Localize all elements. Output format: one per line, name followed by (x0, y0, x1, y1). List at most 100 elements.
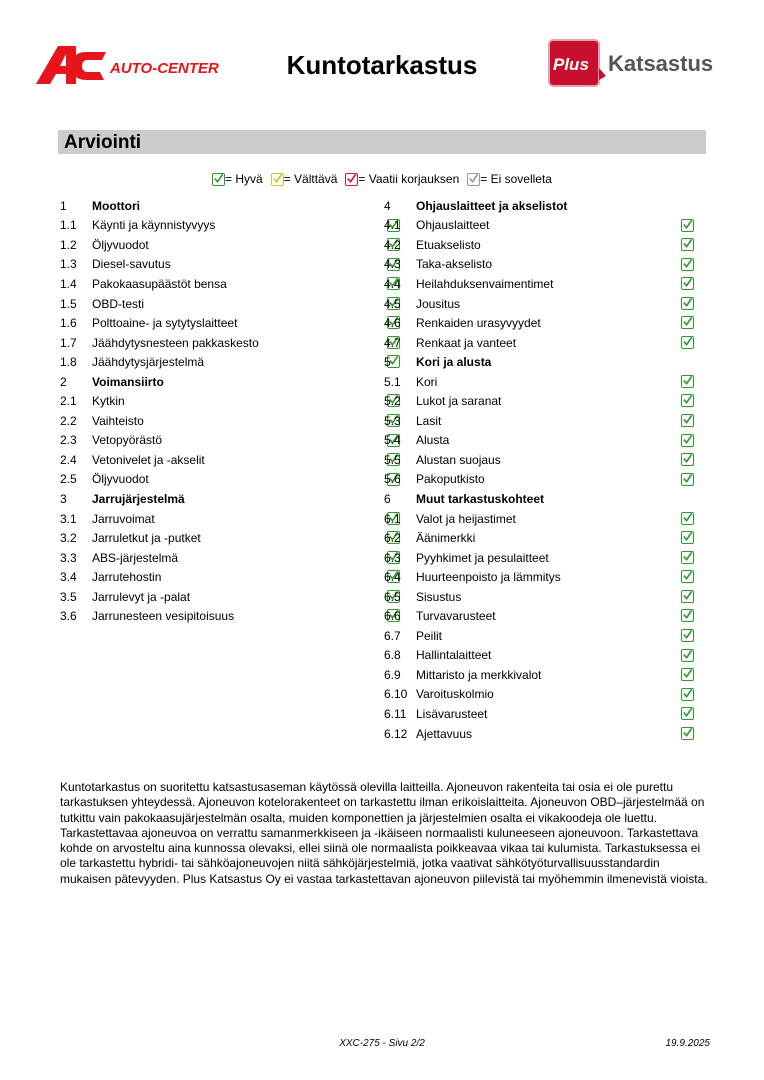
legend-item-good: = Hyvä (212, 172, 263, 186)
item-label: Jäähdytysjärjestelmä (92, 355, 205, 370)
item-label: Jarrunesteen vesipitoisuus (92, 609, 235, 624)
item-number: 1.4 (60, 276, 77, 291)
checklist-row: 6.6 Turvavarusteet (384, 606, 694, 626)
checkbox-good-icon (681, 218, 694, 232)
checkbox-good-icon (681, 394, 694, 408)
item-number: 2 (60, 374, 67, 389)
item-number: 3.3 (60, 550, 77, 565)
item-label: Moottori (92, 198, 140, 213)
item-number: 1.6 (60, 316, 77, 331)
item-label: Peilit (416, 628, 443, 643)
item-label: Pakokaasupäästöt bensa (92, 276, 227, 291)
checklist-row: 4.1 Ohjauslaitteet (384, 216, 694, 236)
checklist-row: 1.8 Jäähdytysjärjestelmä (60, 352, 400, 372)
category-header: 6 Muut tarkastuskohteet (384, 489, 694, 509)
checkbox-fair-icon (270, 172, 284, 186)
item-label: Jarrujärjestelmä (92, 491, 185, 506)
item-label: Diesel-savutus (92, 257, 171, 272)
item-label: Lukot ja saranat (416, 394, 502, 409)
item-number: 6.9 (384, 667, 401, 682)
checklist-row: 4.5 Jousitus (384, 294, 694, 314)
footer-date: 19.9.2025 (665, 1038, 711, 1049)
item-label: Kori ja alusta (416, 355, 492, 370)
checkbox-good-icon (681, 511, 694, 525)
item-label: Varoituskolmio (416, 687, 494, 702)
checkbox-good-icon (387, 335, 400, 349)
item-label: OBD-testi (92, 296, 145, 311)
item-number: 6.5 (384, 589, 401, 604)
item-number: 5.2 (384, 394, 401, 409)
checklist-row: 4.2 Etuakselisto (384, 235, 694, 255)
checklist-left-column: 1 Moottori 1.1 Käynti ja käynnistyvyys 1.2 Öl… (60, 196, 400, 626)
item-number: 2.5 (60, 472, 77, 487)
checklist-row: 6.7 Peilit (384, 626, 694, 646)
item-label: Turvavarusteet (416, 609, 496, 624)
item-number: 5.6 (384, 472, 401, 487)
item-label: Taka-akselisto (416, 257, 493, 272)
checklist-row: 1.1 Käynti ja käynnistyvyys (60, 216, 400, 236)
category-header: 3 Jarrujärjestelmä (60, 489, 400, 509)
checklist-row: 5.2 Lukot ja saranat (384, 391, 694, 411)
legend-item-repair: = Vaatii korjauksen (345, 172, 459, 186)
item-number: 4.5 (384, 296, 401, 311)
item-number: 6.6 (384, 609, 401, 624)
checkbox-good-icon (681, 531, 694, 545)
checklist-row: 5.3 Lasit (384, 411, 694, 431)
checklist-row: 6.11 Lisävarusteet (384, 704, 694, 724)
item-number: 1.3 (60, 257, 77, 272)
checklist-row: 1.2 Öljyvuodot (60, 235, 400, 255)
item-number: 1.8 (60, 355, 77, 370)
checkbox-good-icon (387, 472, 400, 486)
item-number: 6 (384, 491, 391, 506)
checkbox-good-icon (681, 609, 694, 623)
item-number: 1.2 (60, 237, 77, 252)
checkbox-good-icon (387, 218, 400, 232)
item-number: 2.3 (60, 433, 77, 448)
document-title: Kuntotarkastus (286, 50, 478, 80)
item-number: 5.4 (384, 433, 401, 448)
item-label: Alusta (416, 433, 450, 448)
item-number: 4.1 (384, 218, 401, 233)
item-number: 6.12 (384, 726, 408, 741)
item-label: Huurteenpoisto ja lämmitys (416, 570, 561, 585)
item-label: Mittaristo ja merkkivalot (416, 667, 542, 682)
item-label: Jousitus (416, 296, 461, 311)
checklist-row: 2.2 Vaihteisto (60, 411, 400, 431)
svg-text:Plus: Plus (553, 55, 589, 74)
item-number: 3.5 (60, 589, 77, 604)
item-label: Sisustus (416, 589, 462, 604)
legend-label: = Välttävä (283, 172, 338, 186)
item-label: Valot ja heijastimet (416, 511, 516, 526)
checkbox-good-icon (681, 726, 694, 740)
item-number: 4.7 (384, 335, 401, 350)
item-label: Lisävarusteet (416, 706, 488, 721)
legend: = Hyvä = Välttävä = Vaatii korjauksen = Ei … (0, 172, 764, 189)
legend-label: = Ei sovelleta (480, 172, 552, 186)
item-label: Vetopyörästö (92, 433, 163, 448)
item-number: 1.7 (60, 335, 77, 350)
item-number: 6.3 (384, 550, 401, 565)
item-label: Öljyvuodot (92, 237, 149, 252)
checkbox-good-icon (681, 453, 694, 467)
checklist-row: 2.1 Kytkin (60, 391, 400, 411)
item-label: Pyyhkimet ja pesulaitteet (416, 550, 549, 565)
item-label: Renkaiden urasyvyydet (416, 316, 541, 331)
item-number: 2.1 (60, 394, 77, 409)
item-number: 4.2 (384, 237, 401, 252)
checkbox-good-icon (681, 296, 694, 310)
item-label: Äänimerkki (416, 531, 476, 546)
checkbox-good-icon (681, 570, 694, 584)
checkbox-good-icon (681, 550, 694, 564)
legend-item-fair: = Välttävä (270, 172, 338, 186)
item-number: 5.3 (384, 413, 401, 428)
checkbox-good-icon (387, 609, 400, 623)
checklist-row: 6.12 Ajettavuus (384, 724, 694, 744)
item-number: 1.5 (60, 296, 77, 311)
item-number: 3.1 (60, 511, 77, 526)
item-number: 3.2 (60, 531, 77, 546)
item-label: Heilahduksenvaimentimet (416, 276, 554, 291)
checklist-row: 2.3 Vetopyörästö (60, 431, 400, 451)
item-number: 4.6 (384, 316, 401, 331)
item-number: 6.8 (384, 648, 401, 663)
svg-text:Katsastus: Katsastus (608, 51, 713, 76)
